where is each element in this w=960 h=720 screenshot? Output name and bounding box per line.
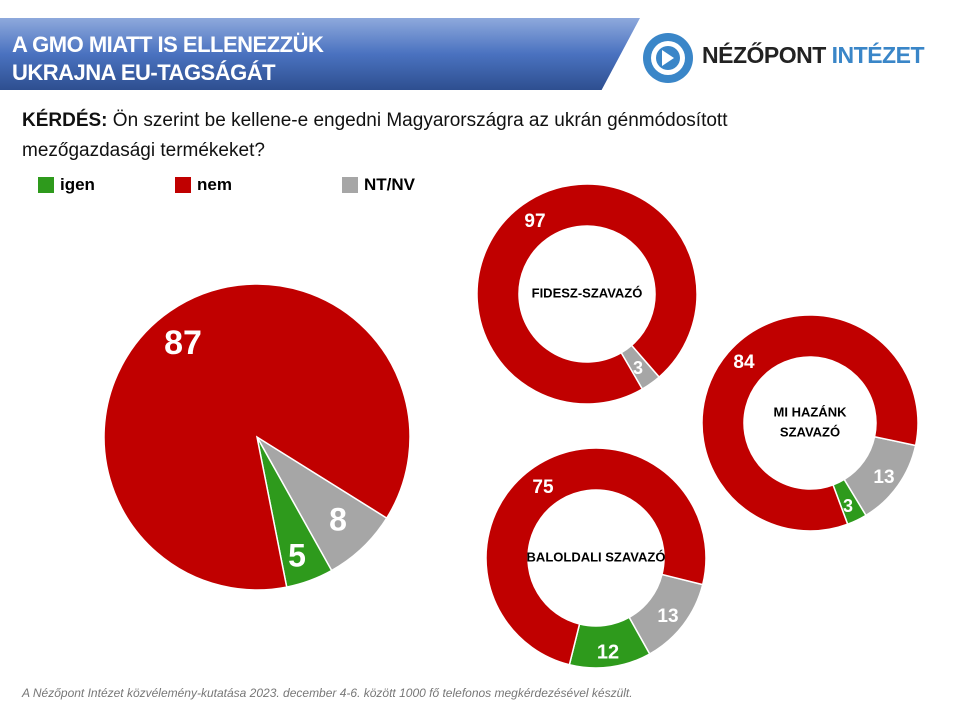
donut-title: SZAVAZÓ xyxy=(780,424,840,439)
data-label: 87 xyxy=(164,324,202,362)
footer-note: A Nézőpont Intézet közvélemény-kutatása … xyxy=(22,686,633,700)
data-label: 3 xyxy=(633,358,643,378)
legend-igen: igen xyxy=(38,175,95,195)
slice-nem xyxy=(485,447,707,666)
data-label: 8 xyxy=(329,501,347,537)
data-label: 5 xyxy=(288,537,306,573)
data-label: 84 xyxy=(733,352,755,373)
slice-nem xyxy=(701,314,919,532)
data-label: 13 xyxy=(873,467,894,488)
donut-title: BALOLDALI SZAVAZÓ xyxy=(527,549,666,564)
legend-nem: nem xyxy=(175,175,232,195)
data-label: 12 xyxy=(597,641,619,663)
logo-text: NÉZŐPONT INTÉZET xyxy=(702,42,925,68)
slice-nem xyxy=(103,283,411,591)
question: KÉRDÉS: Ön szerint be kellene-e engedni … xyxy=(22,110,728,161)
donut-title: FIDESZ-SZAVAZÓ xyxy=(532,285,643,300)
legend-ntnv: NT/NV xyxy=(342,175,415,195)
data-label: 75 xyxy=(532,477,554,498)
donut-title: MI HAZÁNK xyxy=(774,404,848,419)
slice-nem xyxy=(476,183,698,405)
title-line-1: A GMO MIATT IS ELLENEZZÜK xyxy=(12,32,324,57)
title-banner: A GMO MIATT IS ELLENEZZÜK UKRAJNA EU-TAG… xyxy=(0,18,640,90)
data-label: 13 xyxy=(657,606,678,627)
data-label: 97 xyxy=(524,211,545,232)
logo-icon xyxy=(643,33,693,83)
title-line-2: UKRAJNA EU-TAGSÁGÁT xyxy=(12,60,276,85)
data-label: 3 xyxy=(843,496,853,516)
